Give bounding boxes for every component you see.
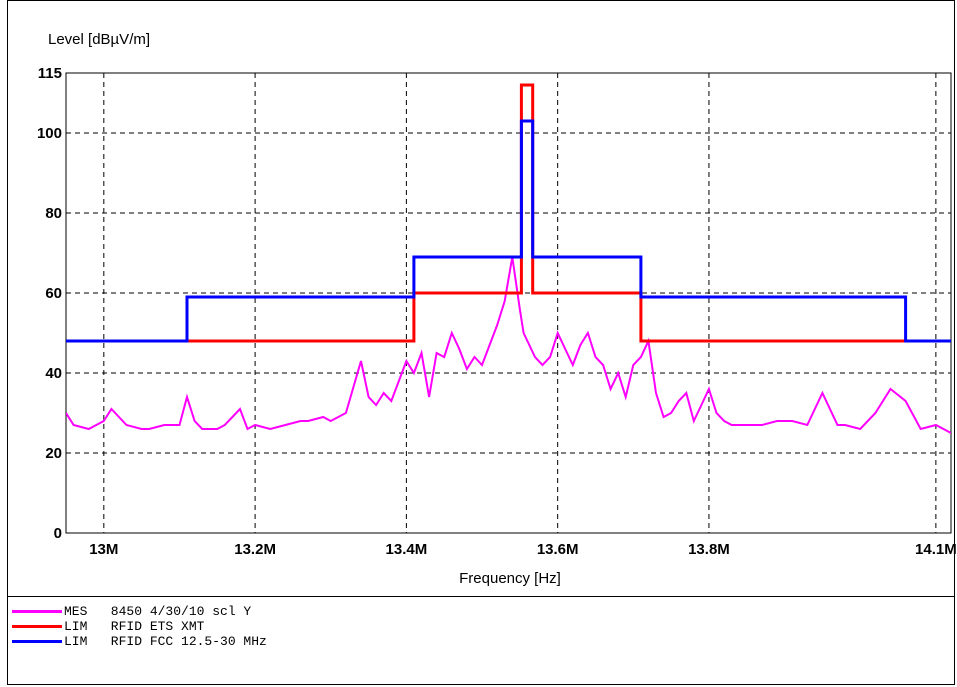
x-tick-label: 14.1M [915, 541, 957, 558]
y-tick-label: 80 [45, 205, 62, 222]
plot-area [65, 72, 952, 534]
legend-item: MES 8450 4/30/10 scl Y [12, 604, 267, 619]
x-axis-label: Frequency [Hz] [459, 570, 561, 587]
y-tick-label: 40 [45, 365, 62, 382]
legend-swatch [12, 625, 62, 628]
series-line-1 [66, 83, 951, 343]
y-tick-label: 60 [45, 285, 62, 302]
series-group [66, 83, 951, 434]
y-tick-label: 20 [45, 445, 62, 462]
series-line-0 [66, 256, 951, 434]
y-tick-label: 0 [54, 525, 62, 542]
x-tick-label: 13.2M [234, 541, 276, 558]
x-tick-label: 13M [89, 541, 118, 558]
grid [65, 72, 952, 534]
x-tick-label: 13.6M [537, 541, 579, 558]
legend-swatch [12, 610, 62, 613]
legend-divider [7, 596, 955, 597]
x-tick-labels: 13M 13.2M 13.4M 13.6M 13.8M 14.1M [89, 541, 956, 558]
x-tick-label: 13.8M [688, 541, 730, 558]
x-tick-label: 13.4M [386, 541, 428, 558]
y-tick-label: 100 [37, 125, 62, 142]
series-line-2 [66, 119, 951, 343]
y-tick-label: 115 [38, 65, 62, 82]
legend-label: LIM RFID ETS XMT [64, 619, 205, 634]
y-axis-label: Level [dBµV/m] [48, 31, 150, 48]
legend: MES 8450 4/30/10 scl Y LIM RFID ETS XMT LI… [12, 604, 267, 649]
legend-item: LIM RFID ETS XMT [12, 619, 267, 634]
y-tick-labels: 0 20 40 60 80 100 115 [37, 65, 62, 542]
legend-label: MES 8450 4/30/10 scl Y [64, 604, 252, 619]
legend-item: LIM RFID FCC 12.5-30 MHz [12, 634, 267, 649]
legend-swatch [12, 640, 62, 643]
legend-label: LIM RFID FCC 12.5-30 MHz [64, 634, 267, 649]
